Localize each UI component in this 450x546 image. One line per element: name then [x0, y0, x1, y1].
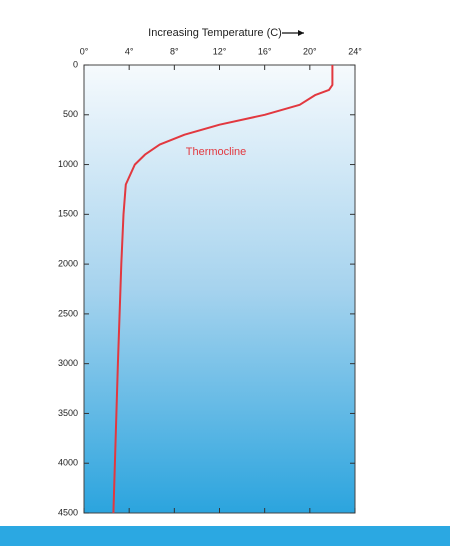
temperature-line: [112, 65, 334, 514]
y-tick-label: 3000: [58, 358, 78, 368]
y-tick-label: 0: [73, 59, 78, 69]
y-tick-label: 4500: [58, 507, 78, 517]
y-tick-label: 500: [63, 109, 78, 119]
y-tick-label: 1000: [58, 159, 78, 169]
bottom-band: [0, 526, 450, 546]
x-tick-label: 12°: [213, 46, 227, 56]
y-tick-label: 4000: [58, 458, 78, 468]
y-tick-label: 1500: [58, 209, 78, 219]
x-tick-label: 16°: [258, 46, 272, 56]
x-tick-label: 0°: [80, 46, 89, 56]
chart-title: Increasing Temperature (C): [148, 27, 282, 39]
x-tick-label: 24°: [348, 46, 362, 56]
annotation: Thermocline: [186, 146, 247, 158]
y-tick-label: 3500: [58, 408, 78, 418]
title-arrowhead: [298, 30, 304, 36]
y-tick-label: 2000: [58, 258, 78, 268]
plot-area: [84, 65, 355, 513]
y-tick-label: 2500: [58, 308, 78, 318]
x-tick-label: 8°: [170, 46, 179, 56]
x-tick-label: 4°: [125, 46, 134, 56]
x-tick-label: 20°: [303, 46, 317, 56]
